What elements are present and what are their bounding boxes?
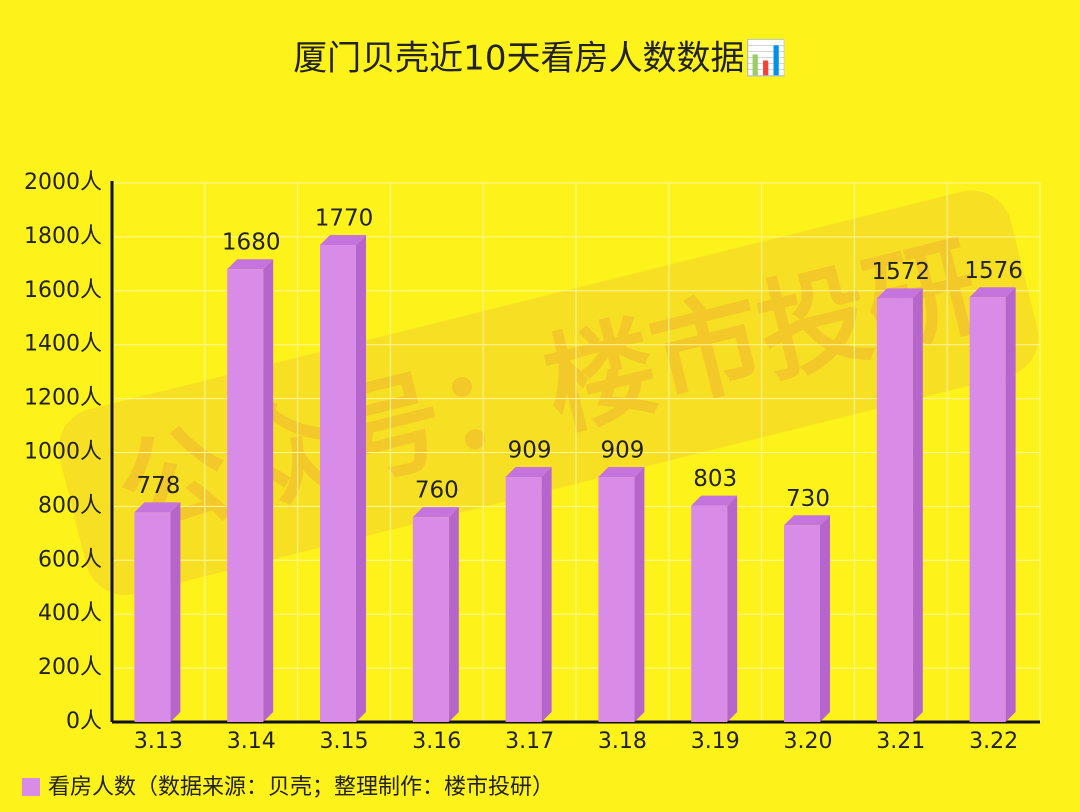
bar bbox=[320, 234, 366, 723]
y-tick-label: 0人 bbox=[66, 709, 102, 734]
y-tick-label: 400人 bbox=[38, 601, 102, 626]
bar-front bbox=[784, 525, 820, 722]
bar-front bbox=[134, 512, 171, 722]
bar bbox=[784, 515, 830, 722]
bar-top bbox=[784, 515, 830, 526]
bar-front bbox=[876, 298, 913, 722]
value-label: 909 bbox=[508, 438, 552, 464]
chart-title: 厦门贝壳近10天看房人数数据📊 bbox=[293, 39, 787, 79]
bar-front bbox=[969, 297, 1006, 722]
bar-side bbox=[541, 467, 552, 722]
x-tick-label: 3.13 bbox=[134, 729, 183, 754]
bar-side bbox=[820, 515, 830, 722]
bar-front bbox=[505, 477, 542, 722]
y-tick-label: 1600人 bbox=[24, 278, 102, 303]
bar-top bbox=[412, 507, 459, 518]
bar bbox=[876, 288, 923, 722]
y-tick-label: 600人 bbox=[38, 547, 102, 572]
y-tick-label: 200人 bbox=[38, 655, 102, 680]
value-label: 1572 bbox=[872, 259, 931, 285]
bar-side bbox=[448, 507, 459, 722]
value-label: 909 bbox=[600, 438, 644, 464]
bar-front bbox=[320, 244, 356, 723]
value-label: 803 bbox=[693, 466, 737, 492]
bar-side bbox=[263, 259, 274, 722]
bar-top bbox=[691, 495, 738, 506]
x-tick-label: 3.18 bbox=[598, 729, 647, 754]
bar-top bbox=[134, 502, 181, 513]
x-tick-label: 3.22 bbox=[969, 729, 1018, 754]
bar-top bbox=[320, 234, 366, 245]
bar-front bbox=[691, 505, 728, 722]
value-label: 1680 bbox=[222, 230, 281, 256]
bar-side bbox=[356, 234, 366, 723]
bar-top bbox=[876, 288, 923, 299]
value-label: 1576 bbox=[964, 258, 1023, 284]
x-tick-label: 3.19 bbox=[691, 729, 740, 754]
value-label: 1770 bbox=[315, 205, 374, 231]
y-tick-label: 800人 bbox=[38, 493, 102, 518]
x-tick-label: 3.14 bbox=[227, 729, 276, 754]
bar-side bbox=[634, 467, 645, 722]
bar-front bbox=[598, 477, 635, 722]
bar bbox=[598, 467, 645, 722]
x-tick-label: 3.15 bbox=[320, 729, 369, 754]
x-tick-label: 3.17 bbox=[505, 729, 554, 754]
watermark-box bbox=[58, 190, 1039, 595]
bar-top bbox=[505, 467, 552, 478]
bar bbox=[691, 495, 738, 722]
x-tick-label: 3.20 bbox=[784, 729, 833, 754]
y-tick-label: 1200人 bbox=[24, 386, 102, 411]
value-label: 760 bbox=[415, 478, 459, 504]
y-tick-label: 1800人 bbox=[24, 224, 102, 249]
bar-top bbox=[969, 287, 1016, 298]
y-tick-label: 2000人 bbox=[24, 170, 102, 195]
bar-top bbox=[227, 259, 274, 270]
bar-side bbox=[912, 288, 923, 722]
bar-side bbox=[1005, 287, 1016, 722]
bar bbox=[134, 502, 181, 722]
x-tick-label: 3.21 bbox=[876, 729, 925, 754]
bar bbox=[227, 259, 274, 722]
legend-label: 看房人数（数据来源：贝壳；整理制作：楼市投研） bbox=[48, 775, 554, 800]
bar bbox=[505, 467, 552, 722]
bar-front bbox=[227, 269, 264, 722]
value-label: 730 bbox=[786, 486, 830, 512]
bar-side bbox=[727, 495, 738, 722]
value-label: 778 bbox=[136, 473, 180, 499]
bar bbox=[969, 287, 1016, 722]
y-tick-label: 1400人 bbox=[24, 332, 102, 357]
bar-side bbox=[170, 502, 181, 722]
bar-front bbox=[412, 517, 449, 722]
bar bbox=[412, 507, 459, 722]
bar-top bbox=[598, 467, 645, 478]
x-tick-label: 3.16 bbox=[412, 729, 461, 754]
y-tick-label: 1000人 bbox=[24, 440, 102, 465]
legend-swatch bbox=[22, 778, 40, 796]
